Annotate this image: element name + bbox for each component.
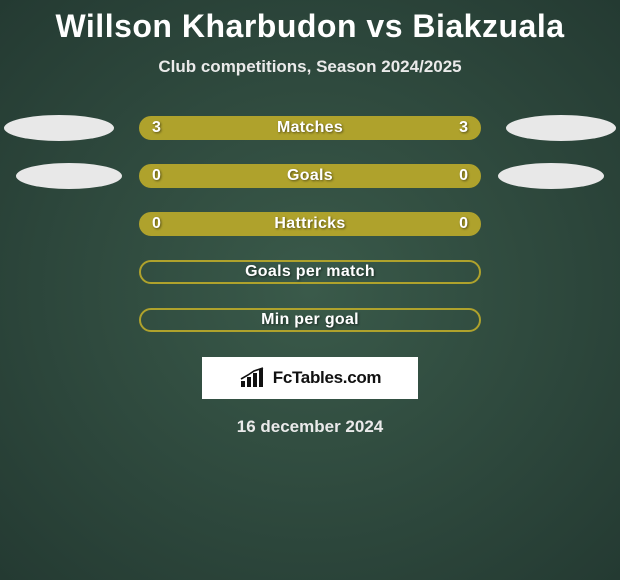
stat-value-right: 0 [459, 167, 468, 185]
stat-row: Min per goal [0, 307, 620, 333]
stat-bar: 0 Hattricks 0 [139, 212, 481, 236]
stat-row: Goals per match [0, 259, 620, 285]
stat-bar: 3 Matches 3 [139, 116, 481, 140]
stat-label: Min per goal [261, 311, 359, 329]
stat-label: Hattricks [274, 215, 345, 233]
comparison-card: Willson Kharbudon vs Biakzuala Club comp… [0, 0, 620, 437]
stat-row: 0 Goals 0 [0, 163, 620, 189]
date-label: 16 december 2024 [237, 417, 384, 437]
stat-label: Matches [277, 119, 343, 137]
player-badge-left [16, 163, 122, 189]
brand-badge: FcTables.com [202, 357, 418, 399]
stat-bar: Goals per match [139, 260, 481, 284]
stat-value-left: 3 [152, 119, 161, 137]
stat-value-left: 0 [152, 167, 161, 185]
stat-value-left: 0 [152, 215, 161, 233]
stat-value-right: 0 [459, 215, 468, 233]
player-badge-left [4, 115, 114, 141]
player-badge-right [498, 163, 604, 189]
stat-bar: Min per goal [139, 308, 481, 332]
stat-row: 3 Matches 3 [0, 115, 620, 141]
player-badge-right [506, 115, 616, 141]
stat-row: 0 Hattricks 0 [0, 211, 620, 237]
stat-value-right: 3 [459, 119, 468, 137]
stat-label: Goals per match [245, 263, 375, 281]
stat-label: Goals [287, 167, 333, 185]
stat-rows: 3 Matches 3 0 Goals 0 0 Hattricks 0 [0, 115, 620, 333]
stat-bar: 0 Goals 0 [139, 164, 481, 188]
subtitle: Club competitions, Season 2024/2025 [158, 57, 461, 77]
brand-text: FcTables.com [273, 368, 382, 388]
bar-chart-icon [239, 367, 267, 389]
page-title: Willson Kharbudon vs Biakzuala [55, 8, 564, 45]
